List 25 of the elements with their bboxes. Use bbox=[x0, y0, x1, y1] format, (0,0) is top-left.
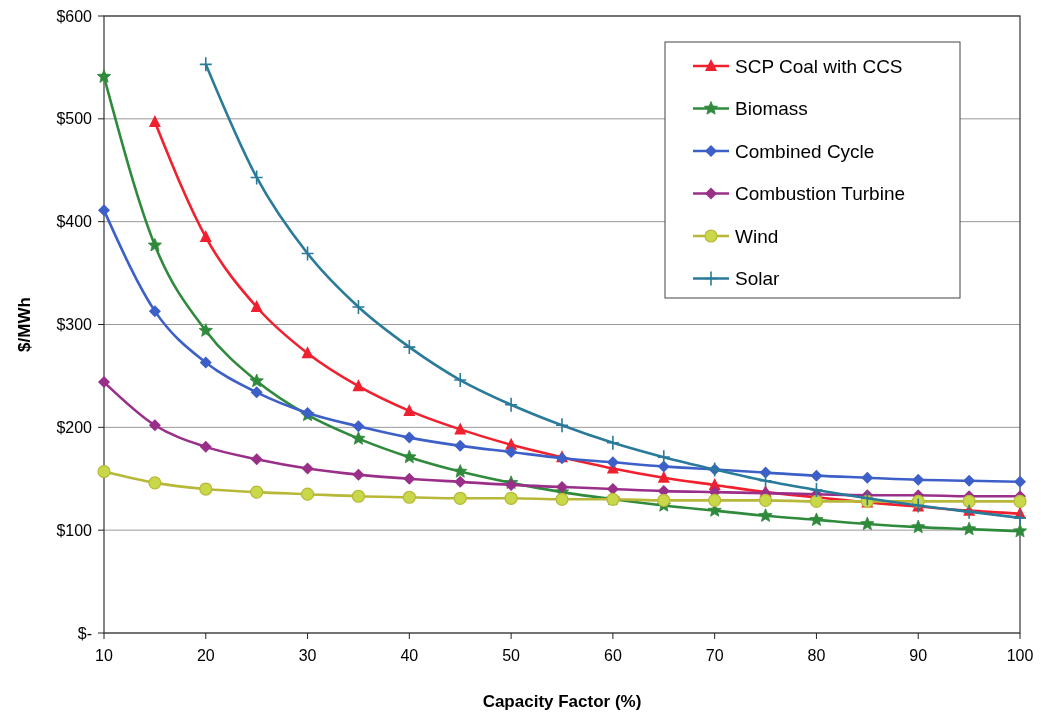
x-tick-label: 70 bbox=[705, 647, 724, 664]
x-tick-label: 20 bbox=[196, 647, 215, 664]
y-tick-label: $- bbox=[77, 624, 92, 642]
x-tick-label: 60 bbox=[603, 647, 622, 664]
legend-label: Solar bbox=[735, 268, 781, 290]
x-tick-label: 10 bbox=[95, 647, 113, 664]
x-tick-label: 100 bbox=[1006, 647, 1034, 664]
x-tick-label: 80 bbox=[807, 647, 826, 664]
legend-label: Biomass bbox=[735, 98, 808, 120]
y-axis-title: $/MWh bbox=[15, 297, 34, 352]
legend-label: Combined Cycle bbox=[735, 140, 875, 162]
y-tick-label: $200 bbox=[56, 418, 93, 436]
x-tick-label: 50 bbox=[502, 647, 521, 664]
x-tick-label: 40 bbox=[400, 647, 419, 664]
y-tick-label: $100 bbox=[56, 521, 93, 539]
legend-label: SCP Coal with CCS bbox=[735, 55, 903, 77]
y-tick-label: $600 bbox=[56, 7, 93, 25]
x-tick-label: 90 bbox=[909, 647, 928, 664]
y-tick-label: $500 bbox=[56, 110, 93, 128]
x-axis-title: Capacity Factor (%) bbox=[482, 692, 642, 711]
y-tick-label: $400 bbox=[56, 213, 93, 231]
y-tick-label: $300 bbox=[56, 316, 93, 334]
x-tick-label: 30 bbox=[298, 647, 317, 664]
legend-label: Wind bbox=[735, 225, 779, 247]
legend-label: Combustion Turbine bbox=[735, 183, 906, 205]
